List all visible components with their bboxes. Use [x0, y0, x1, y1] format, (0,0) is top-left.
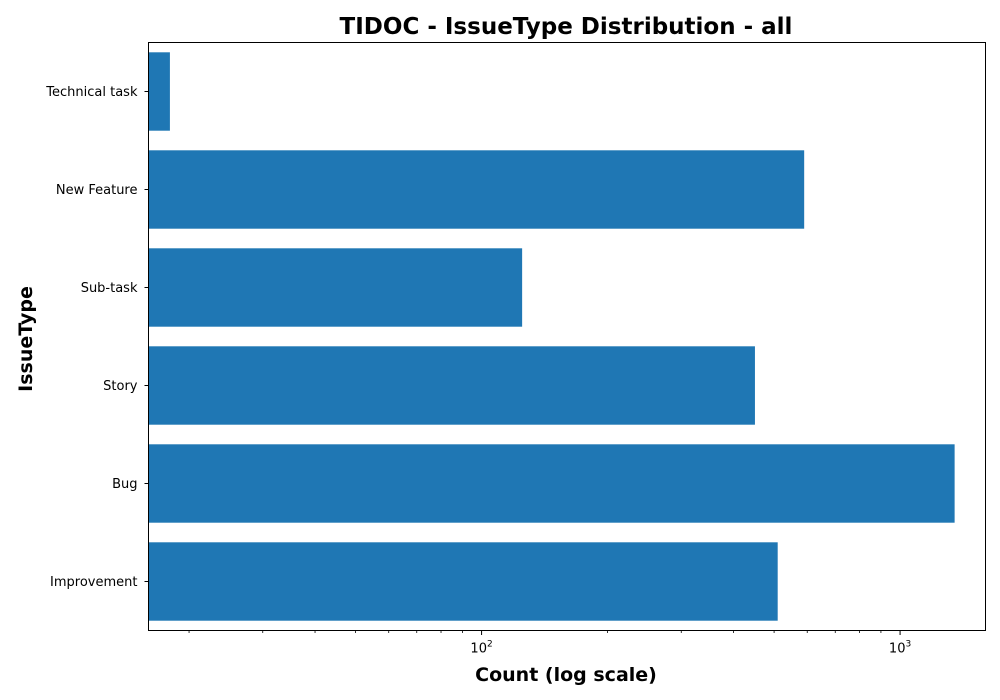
bar-bug: [148, 444, 955, 523]
y-axis-label: IssueType: [15, 286, 37, 392]
bar-improvement: [148, 542, 778, 621]
bars: [148, 52, 955, 621]
y-tick-label: Technical task: [45, 85, 138, 100]
y-tick-label: Bug: [112, 477, 137, 492]
x-tick-label: 102: [470, 640, 492, 657]
plot-frame: [148, 42, 986, 631]
y-tick-label: Story: [103, 379, 138, 394]
y-tick-label: New Feature: [56, 183, 138, 198]
bar-story: [148, 346, 755, 425]
chart-title: TIDOC - IssueType Distribution - all: [340, 14, 793, 40]
bar-new-feature: [148, 150, 805, 229]
y-axis: Improvement Bug Story Sub-task New Feature Te…: [45, 85, 149, 590]
x-tick-label: 103: [889, 640, 911, 657]
x-axis: 102 103: [188, 630, 911, 657]
bar-sub-task: [148, 248, 523, 327]
y-tick-label: Improvement: [50, 575, 137, 590]
y-tick-label: Sub-task: [81, 281, 138, 296]
bar-technical-task: [148, 52, 170, 131]
x-axis-label: Count (log scale): [475, 664, 657, 686]
